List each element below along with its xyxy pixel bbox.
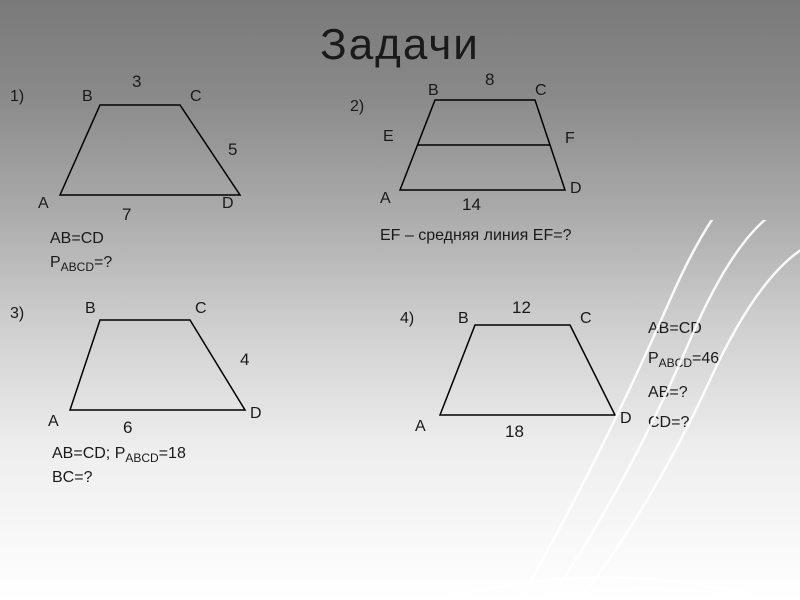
p2-vertex-a: A: [380, 190, 391, 208]
p3-vertex-d: D: [250, 405, 262, 423]
p1-condition-2: PABCD=?: [50, 252, 112, 276]
p4-side-cond-4: CD=?: [648, 412, 689, 434]
p2-dim-bottom: 14: [462, 195, 481, 215]
p4-dim-bottom: 18: [505, 422, 524, 442]
p1-dim-right: 5: [228, 140, 237, 160]
p3-vertex-b: B: [85, 300, 96, 318]
problem-4-trapezoid: [420, 315, 630, 425]
p4-vertex-c: C: [580, 310, 592, 328]
p4-side-cond-1: AB=CD: [648, 318, 702, 340]
p3-vertex-c: C: [195, 300, 207, 318]
p3-dim-bottom: 6: [123, 418, 132, 438]
p2-dim-top: 8: [485, 70, 494, 90]
p2-vertex-c: C: [535, 82, 547, 100]
p1-dim-top: 3: [132, 72, 141, 92]
p4-vertex-d: D: [620, 410, 632, 428]
p1-dim-bottom: 7: [122, 205, 131, 225]
problem-1-label: 1): [10, 88, 24, 106]
problem-4-label: 4): [400, 310, 414, 328]
problem-3-trapezoid: [50, 310, 260, 420]
problem-2-label: 2): [350, 98, 364, 116]
p2-vertex-b: B: [428, 82, 439, 100]
problem-3-label: 3): [10, 305, 24, 323]
p3-condition-1: AB=CD; PABCD=18: [52, 443, 186, 467]
p4-side-cond-3: AB=?: [648, 382, 688, 404]
p1-vertex-b: B: [82, 88, 93, 106]
page-title: Задачи: [320, 20, 480, 70]
p1-vertex-d: D: [222, 195, 234, 213]
p2-vertex-f: F: [565, 130, 575, 148]
p4-dim-top: 12: [512, 298, 531, 318]
problem-2-trapezoid: [380, 90, 590, 200]
p2-vertex-e: E: [383, 128, 394, 146]
p2-vertex-d: D: [570, 180, 582, 198]
p2-condition: EF – средняя линия EF=?: [380, 225, 580, 247]
p1-condition-1: AB=CD: [50, 228, 104, 250]
p4-vertex-b: B: [458, 310, 469, 328]
problem-1-trapezoid: [40, 95, 260, 205]
p3-condition-2: BC=?: [52, 467, 92, 489]
p1-vertex-a: A: [38, 195, 49, 213]
p3-dim-right: 4: [240, 350, 249, 370]
p3-vertex-a: A: [48, 413, 59, 431]
p1-vertex-c: C: [190, 88, 202, 106]
p4-side-cond-2: PABCD=46: [648, 348, 719, 372]
p4-vertex-a: A: [415, 418, 426, 436]
